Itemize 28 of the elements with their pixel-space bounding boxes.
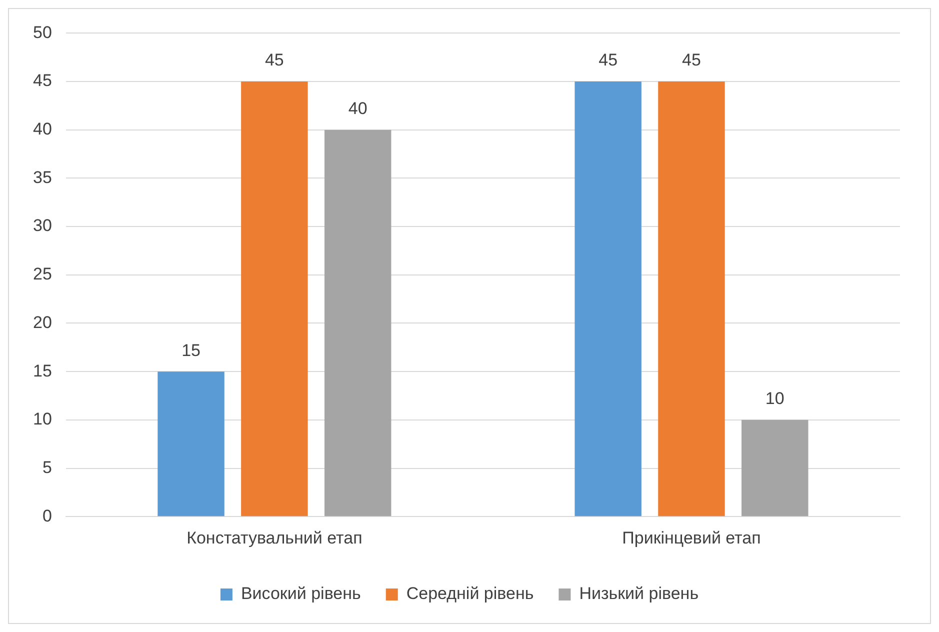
bar (742, 420, 808, 516)
y-tick-label: 20 (32, 312, 52, 332)
data-label: 10 (765, 389, 784, 408)
y-tick-label: 35 (32, 168, 52, 187)
data-label: 45 (682, 50, 701, 70)
bar (241, 82, 308, 516)
y-tick-label: 5 (42, 458, 52, 477)
y-tick-label: 30 (32, 216, 52, 236)
bar (158, 372, 224, 516)
legend-label: Низький рівень (579, 584, 699, 604)
legend-label: Високий рівень (240, 584, 361, 604)
data-label: 45 (264, 50, 284, 70)
data-label: 15 (182, 340, 200, 360)
legend-label: Середній рівень (406, 584, 534, 604)
y-tick-label: 50 (32, 22, 52, 42)
y-tick-label: 15 (32, 361, 52, 380)
y-tick-label: 40 (32, 120, 52, 139)
bar (324, 130, 392, 516)
data-label: 45 (598, 50, 618, 70)
y-tick-label: 0 (42, 506, 52, 526)
y-tick-label: 45 (32, 71, 52, 90)
x-tick-label: Констатувальний етап (186, 528, 362, 548)
bar (574, 82, 642, 516)
x-tick-label: Прикінцевий етап (622, 528, 761, 548)
y-tick-label: 10 (32, 410, 52, 429)
bar (658, 82, 725, 516)
y-tick-label: 25 (32, 264, 52, 284)
data-label: 40 (348, 99, 368, 118)
